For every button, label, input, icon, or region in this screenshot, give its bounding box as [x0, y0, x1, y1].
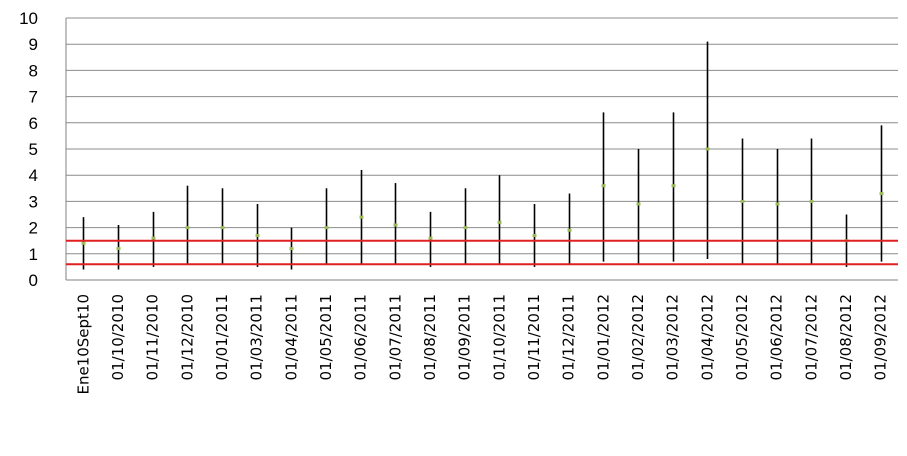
x-tick-label: 01/08/2011: [421, 294, 439, 380]
y-tick-label: 5: [29, 140, 38, 159]
x-tick-label: 01/07/2011: [386, 294, 404, 380]
mid-marker: [220, 226, 225, 230]
gridlines: [65, 17, 898, 281]
mid-markers: [81, 147, 884, 251]
x-tick-label: Ene10Sept10: [74, 294, 92, 395]
y-tick-label: 9: [29, 35, 38, 54]
y-tick-label: 6: [29, 114, 38, 133]
y-tick-label: 3: [29, 192, 38, 211]
mid-marker: [740, 199, 745, 203]
x-tick-label: 01/09/2012: [872, 294, 890, 380]
x-tick-label: 01/05/2011: [317, 294, 335, 380]
mid-marker: [775, 202, 780, 206]
mid-marker: [255, 233, 260, 237]
x-tick-label: 01/01/2011: [213, 294, 231, 380]
y-tick-label: 0: [29, 271, 38, 290]
x-tick-label: 01/06/2012: [768, 294, 786, 380]
x-tick-label: 01/09/2011: [456, 294, 474, 380]
x-tick-label: 01/08/2012: [837, 294, 855, 380]
x-tick-label: 01/04/2011: [282, 294, 300, 380]
y-tick-label: 1: [29, 245, 38, 264]
x-tick-label: 01/05/2012: [733, 294, 751, 380]
x-tick-label: 01/07/2012: [802, 294, 820, 380]
mid-marker: [532, 233, 537, 237]
y-tick-label: 8: [29, 61, 38, 80]
mid-marker: [151, 236, 156, 240]
x-tick-label: 01/02/2012: [629, 294, 647, 380]
mid-marker: [428, 236, 433, 240]
reference-lines: [66, 239, 898, 266]
x-tick-label: 01/03/2012: [664, 294, 682, 380]
mid-marker: [601, 184, 606, 188]
mid-marker: [567, 228, 572, 232]
y-tick-label: 7: [29, 88, 38, 107]
mid-marker: [289, 247, 294, 251]
mid-marker: [393, 223, 398, 227]
y-tick-label: 4: [29, 166, 38, 185]
mid-marker: [497, 220, 502, 224]
x-tick-label: 01/11/2011: [525, 294, 543, 380]
x-axis-ticks: Ene10Sept10 01/10/2010 01/11/2010 01/12/201…: [74, 294, 889, 395]
y-tick-label: 2: [29, 219, 38, 238]
mid-marker: [81, 241, 86, 245]
mid-marker: [636, 202, 641, 206]
mid-marker: [116, 247, 121, 251]
mid-marker: [359, 215, 364, 219]
x-tick-label: 01/12/2010: [178, 294, 196, 380]
x-tick-label: 01/04/2012: [698, 294, 716, 380]
x-tick-label: 01/11/2010: [144, 294, 162, 380]
mid-marker: [463, 226, 468, 230]
x-tick-label: 01/12/2011: [560, 294, 578, 380]
mid-marker: [879, 192, 884, 196]
mid-marker: [185, 226, 190, 230]
range-bars: [82, 41, 883, 270]
x-tick-label: 01/01/2012: [594, 294, 612, 380]
x-tick-label: 01/10/2011: [490, 294, 508, 380]
mid-marker: [705, 147, 710, 151]
mid-marker: [324, 226, 329, 230]
y-tick-label: 10: [19, 9, 38, 28]
x-tick-label: 01/03/2011: [248, 294, 266, 380]
mid-marker: [671, 184, 676, 188]
x-tick-label: 01/10/2010: [109, 294, 127, 380]
x-tick-label: 01/06/2011: [352, 294, 370, 380]
mid-marker: [809, 199, 814, 203]
y-axis-ticks: 0 1 2 3 4 5 6 7 8 9 10: [19, 9, 38, 290]
